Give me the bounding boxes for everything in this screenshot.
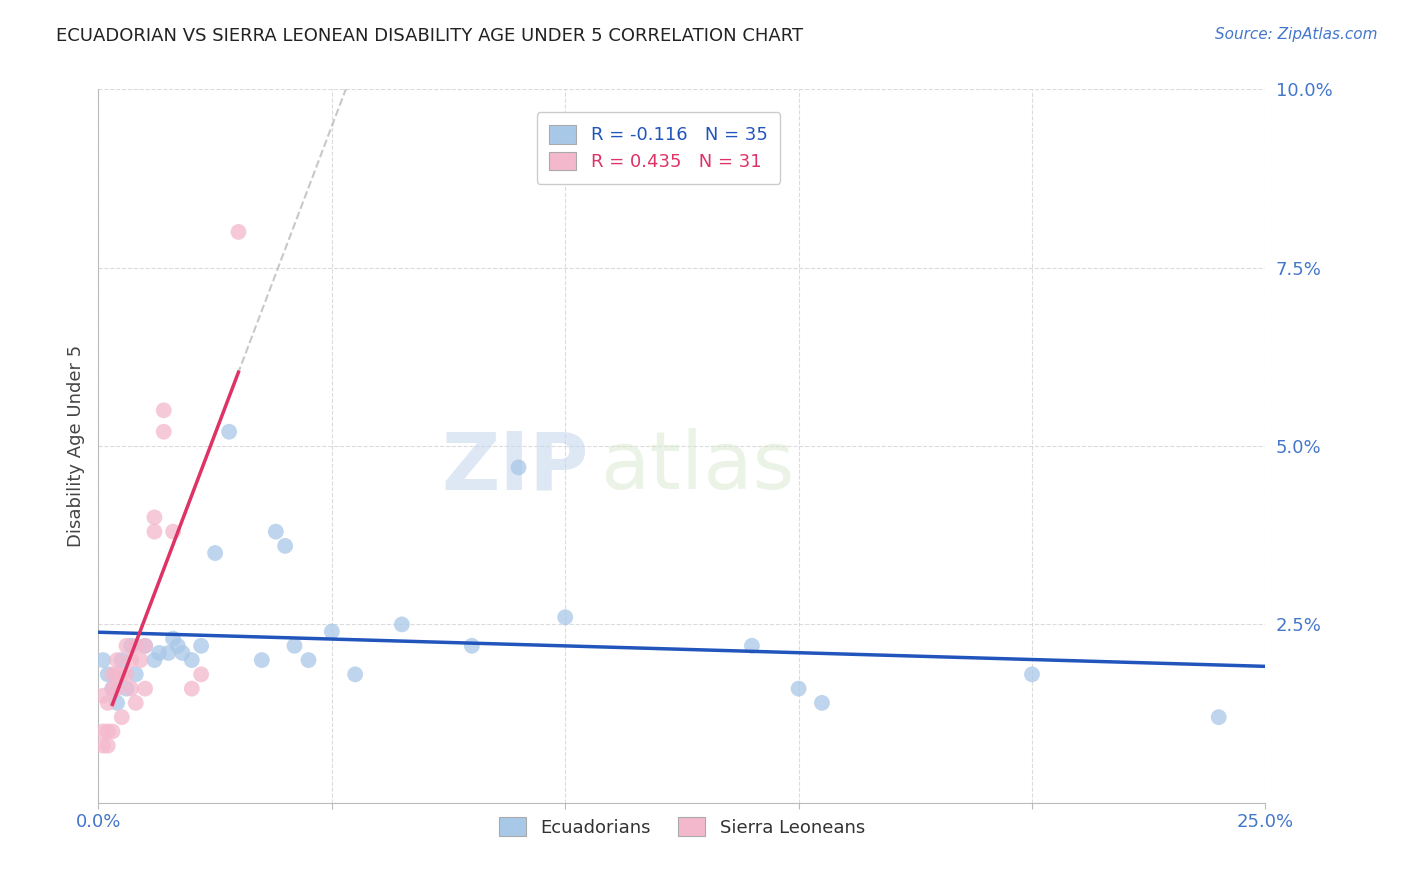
Point: [180, 681, 202, 696]
Point: [152, 403, 174, 417]
Point: [125, 667, 148, 681]
Point: [321, 624, 343, 639]
Point: [134, 639, 156, 653]
Point: [811, 696, 834, 710]
Point: [148, 646, 170, 660]
Point: [105, 653, 128, 667]
Point: [101, 724, 124, 739]
Point: [554, 610, 576, 624]
Point: [105, 667, 128, 681]
Y-axis label: Disability Age Under 5: Disability Age Under 5: [66, 345, 84, 547]
Legend: Ecuadorians, Sierra Leoneans: Ecuadorians, Sierra Leoneans: [492, 810, 872, 844]
Point: [1208, 710, 1230, 724]
Point: [134, 639, 156, 653]
Point: [105, 681, 128, 696]
Point: [97, 739, 120, 753]
Point: [91, 653, 114, 667]
Point: [97, 696, 120, 710]
Point: [129, 653, 152, 667]
Point: [105, 696, 128, 710]
Point: [283, 639, 305, 653]
Point: [228, 225, 250, 239]
Point: [111, 653, 134, 667]
Point: [101, 667, 124, 681]
Point: [180, 653, 202, 667]
Point: [143, 653, 166, 667]
Point: [264, 524, 287, 539]
Text: ZIP: ZIP: [441, 428, 589, 507]
Point: [91, 689, 114, 703]
Point: [162, 524, 184, 539]
Point: [162, 632, 184, 646]
Point: [143, 510, 166, 524]
Point: [134, 681, 156, 696]
Point: [111, 667, 134, 681]
Point: [111, 710, 134, 724]
Point: [101, 681, 124, 696]
Point: [125, 696, 148, 710]
Point: [508, 460, 530, 475]
Point: [190, 667, 212, 681]
Text: atlas: atlas: [600, 428, 794, 507]
Point: [250, 653, 273, 667]
Point: [125, 639, 148, 653]
Point: [152, 425, 174, 439]
Point: [91, 739, 114, 753]
Point: [172, 646, 194, 660]
Point: [190, 639, 212, 653]
Point: [101, 681, 124, 696]
Point: [391, 617, 413, 632]
Point: [120, 681, 142, 696]
Point: [297, 653, 319, 667]
Point: [143, 524, 166, 539]
Point: [787, 681, 810, 696]
Point: [157, 646, 180, 660]
Text: Source: ZipAtlas.com: Source: ZipAtlas.com: [1215, 27, 1378, 42]
Point: [461, 639, 484, 653]
Point: [166, 639, 188, 653]
Point: [91, 724, 114, 739]
Point: [115, 681, 138, 696]
Point: [115, 639, 138, 653]
Point: [741, 639, 763, 653]
Point: [115, 667, 138, 681]
Point: [344, 667, 367, 681]
Point: [204, 546, 226, 560]
Point: [274, 539, 297, 553]
Point: [97, 724, 120, 739]
Text: ECUADORIAN VS SIERRA LEONEAN DISABILITY AGE UNDER 5 CORRELATION CHART: ECUADORIAN VS SIERRA LEONEAN DISABILITY …: [56, 27, 803, 45]
Point: [120, 639, 142, 653]
Point: [218, 425, 240, 439]
Point: [1021, 667, 1043, 681]
Point: [120, 653, 142, 667]
Point: [97, 667, 120, 681]
